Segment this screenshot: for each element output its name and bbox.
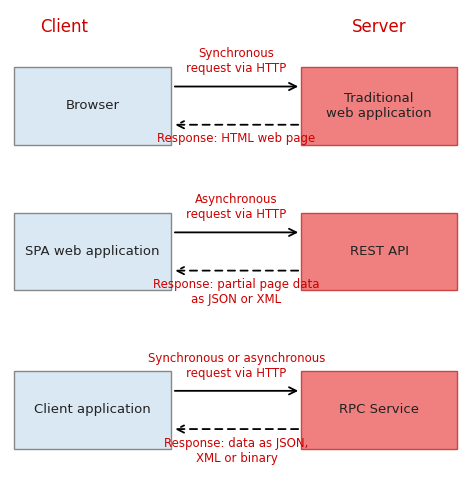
Bar (301, 371, 457, 449)
Text: REST API: REST API (350, 245, 409, 258)
Bar (301, 67, 457, 145)
Text: Response: partial page data
as JSON or XML: Response: partial page data as JSON or X… (153, 278, 320, 306)
Text: Response: HTML web page: Response: HTML web page (157, 132, 316, 145)
Text: Response: data as JSON,
XML or binary: Response: data as JSON, XML or binary (164, 437, 309, 465)
Text: Synchronous or asynchronous
request via HTTP: Synchronous or asynchronous request via … (148, 352, 325, 380)
Text: RPC Service: RPC Service (339, 403, 419, 416)
Text: Browser: Browser (65, 99, 119, 112)
Text: Traditional
web application: Traditional web application (327, 92, 432, 120)
Bar (14, 67, 171, 145)
Bar (14, 212, 171, 291)
Text: Client: Client (40, 18, 88, 36)
Bar (301, 212, 457, 291)
Text: Asynchronous
request via HTTP: Asynchronous request via HTTP (186, 193, 287, 221)
Text: SPA web application: SPA web application (25, 245, 160, 258)
Text: Client application: Client application (34, 403, 151, 416)
Text: Synchronous
request via HTTP: Synchronous request via HTTP (186, 47, 287, 75)
Text: Server: Server (352, 18, 407, 36)
Bar (14, 371, 171, 449)
